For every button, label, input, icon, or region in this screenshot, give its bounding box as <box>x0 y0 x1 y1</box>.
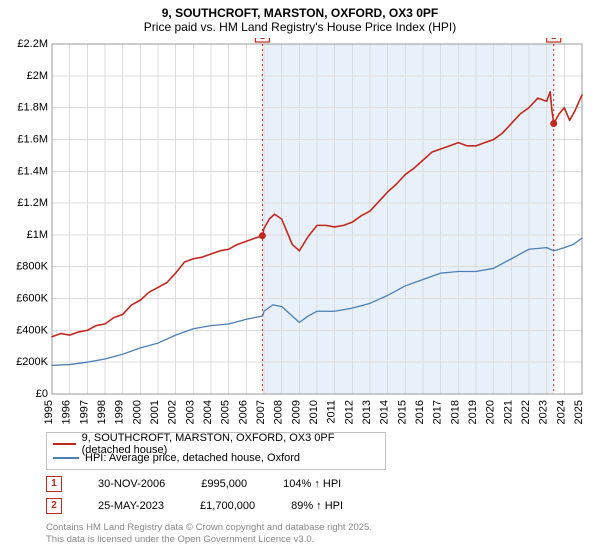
x-tick-label: 2008 <box>273 400 285 424</box>
y-tick-label: £1.6M <box>17 133 48 145</box>
x-tick-label: 2023 <box>538 400 550 424</box>
x-tick-label: 2018 <box>449 400 461 424</box>
chart: £0 £200K £400K £600K £800K £1M £1.2M £1.4M £1.6M… <box>10 38 590 428</box>
y-tick-label: £1M <box>27 229 48 241</box>
x-tick-label: 2022 <box>520 400 532 424</box>
x-tick-label: 2021 <box>502 400 514 424</box>
annot-delta: 104% ↑ HPI <box>283 478 341 490</box>
x-tick-label: 2013 <box>361 400 373 424</box>
annot-price: £1,700,000 <box>200 500 255 512</box>
y-tick-label: £1.8M <box>17 102 48 114</box>
legend: 9, SOUTHCROFT, MARSTON, OXFORD, OX3 0PF … <box>46 432 386 470</box>
y-tick-label: £600K <box>16 293 48 305</box>
x-tick-label: 2020 <box>485 400 497 424</box>
x-tick-label: 2002 <box>167 400 179 424</box>
legend-swatch-hpi <box>53 457 79 459</box>
x-tick-label: 2007 <box>255 400 267 424</box>
x-tick-label: 1999 <box>114 400 126 424</box>
x-tick-label: 1996 <box>61 400 73 424</box>
y-tick-label: £800K <box>16 261 48 273</box>
footer: Contains HM Land Registry data © Crown c… <box>46 522 590 546</box>
x-tick-label: 2012 <box>343 400 355 424</box>
marker-badge-text: 1 <box>260 38 265 41</box>
chart-container: 9, SOUTHCROFT, MARSTON, OXFORD, OX3 0PF … <box>0 0 600 560</box>
annot-price: £995,000 <box>201 478 247 490</box>
x-tick-label: 2003 <box>184 400 196 424</box>
x-tick-label: 2015 <box>396 400 408 424</box>
x-tick-label: 2019 <box>467 400 479 424</box>
marker-dot <box>259 232 266 239</box>
x-tick-label: 2017 <box>432 400 444 424</box>
footer-line2: This data is licensed under the Open Gov… <box>46 534 590 546</box>
annot-date: 30-NOV-2006 <box>98 478 165 490</box>
x-tick-label: 2016 <box>414 400 426 424</box>
x-tick-label: 2024 <box>555 400 567 424</box>
annot-delta: 89% ↑ HPI <box>291 500 343 512</box>
x-tick-label: 2010 <box>308 400 320 424</box>
marker-badge-text: 2 <box>551 38 556 41</box>
shade-band <box>262 44 554 394</box>
annot-badge-1: 1 <box>46 476 62 492</box>
legend-swatch-property <box>53 443 76 445</box>
x-tick-label: 1997 <box>78 400 90 424</box>
x-tick-label: 2006 <box>237 400 249 424</box>
y-tick-label: £400K <box>16 324 48 336</box>
legend-label: HPI: Average price, detached house, Oxfo… <box>85 452 300 464</box>
chart-svg: £0 £200K £400K £600K £800K £1M £1.2M £1.4M £1.6M… <box>10 38 590 428</box>
y-tick-label: £200K <box>16 356 48 368</box>
annotation-row: 2 25-MAY-2023 £1,700,000 89% ↑ HPI <box>46 498 590 514</box>
x-tick-label: 1998 <box>96 400 108 424</box>
annot-badge-2: 2 <box>46 498 62 514</box>
title-main: 9, SOUTHCROFT, MARSTON, OXFORD, OX3 0PF <box>0 6 600 20</box>
x-tick-label: 2000 <box>131 400 143 424</box>
legend-row: 9, SOUTHCROFT, MARSTON, OXFORD, OX3 0PF … <box>53 437 379 451</box>
x-tick-label: 2005 <box>220 400 232 424</box>
y-tick-label: £1.2M <box>17 197 48 209</box>
footer-line1: Contains HM Land Registry data © Crown c… <box>46 522 590 534</box>
title-sub: Price paid vs. HM Land Registry's House … <box>0 20 600 34</box>
x-tick-label: 2011 <box>326 400 338 424</box>
x-tick-label: 1995 <box>43 400 55 424</box>
annotation-row: 1 30-NOV-2006 £995,000 104% ↑ HPI <box>46 476 590 492</box>
y-tick-label: £0 <box>36 388 48 400</box>
x-tick-label: 2004 <box>202 400 214 424</box>
y-tick-label: £2.2M <box>17 38 48 50</box>
x-tick-label: 2009 <box>290 400 302 424</box>
annot-date: 25-MAY-2023 <box>98 500 164 512</box>
marker-dot <box>550 120 557 127</box>
y-tick-label: £1.4M <box>17 165 48 177</box>
x-tick-label: 2014 <box>379 400 391 424</box>
y-tick-label: £2M <box>27 70 48 82</box>
x-tick-label: 2001 <box>149 400 161 424</box>
x-tick-label: 2025 <box>573 400 585 424</box>
title-block: 9, SOUTHCROFT, MARSTON, OXFORD, OX3 0PF … <box>0 0 600 36</box>
